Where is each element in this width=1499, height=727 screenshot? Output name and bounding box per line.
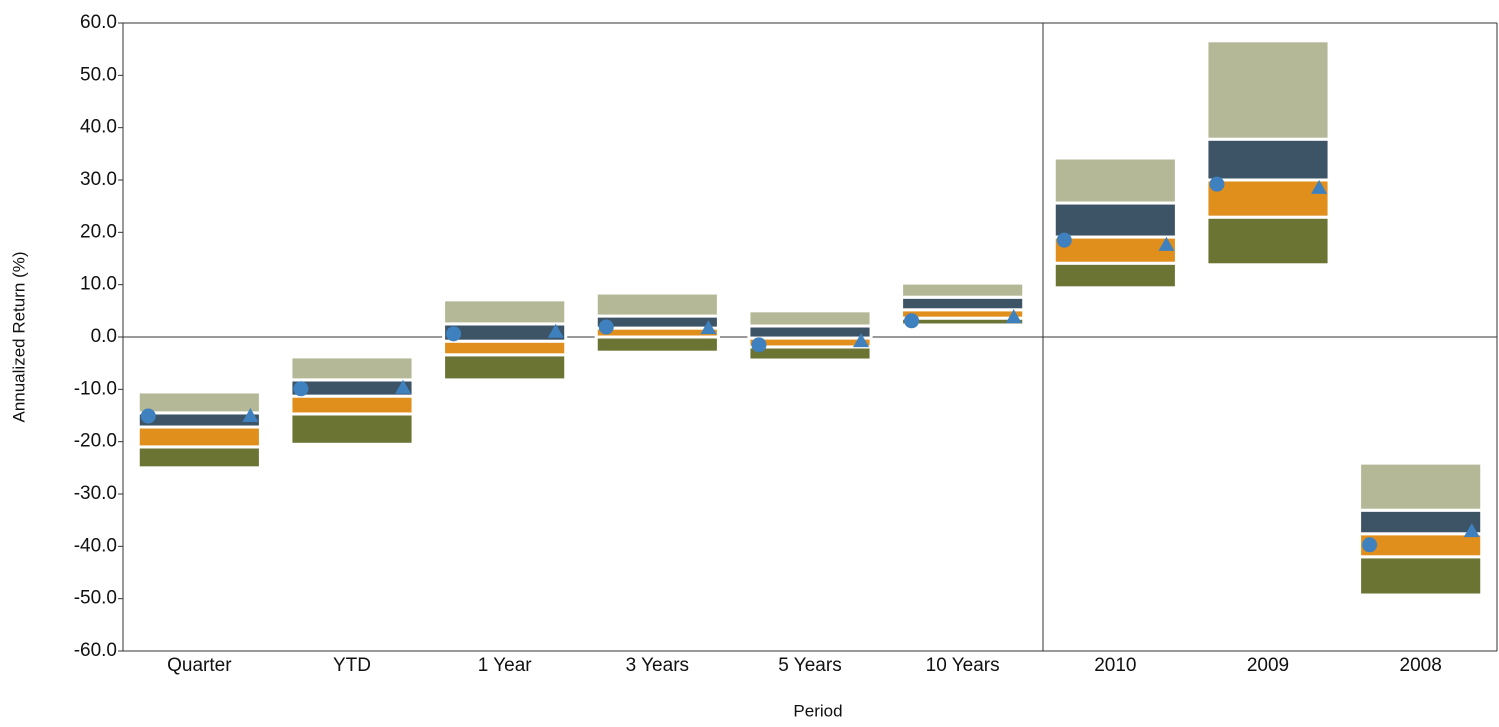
range-segment: [289, 394, 415, 416]
x-tick-label: 3 Years: [626, 655, 689, 676]
y-tick-label: 50.0: [80, 64, 117, 85]
y-tick-label: -60.0: [74, 640, 117, 661]
y-axis-title: Annualized Return (%): [9, 251, 28, 422]
y-tick-label: 60.0: [80, 12, 117, 33]
marker-circle: [293, 381, 309, 397]
range-segment: [594, 291, 720, 318]
range-segment: [747, 345, 873, 362]
marker-triangle: [700, 320, 717, 335]
x-tick-label: YTD: [333, 655, 371, 676]
x-tick-label: 2008: [1400, 655, 1442, 676]
y-tick-label: -30.0: [74, 483, 117, 504]
x-tick-label: 10 Years: [926, 655, 1000, 676]
y-tick-label: 20.0: [80, 221, 117, 242]
marker-circle: [140, 408, 156, 424]
y-tick-label: 40.0: [80, 117, 117, 138]
y-tick-label: -40.0: [74, 535, 117, 556]
marker-circle: [1056, 232, 1072, 248]
marker-circle: [1209, 176, 1225, 192]
y-tick-label: 10.0: [80, 274, 117, 295]
range-segment: [1358, 532, 1484, 559]
range-segment: [442, 322, 568, 343]
range-segment: [1052, 235, 1178, 265]
marker-circle: [598, 319, 614, 335]
range-segment: [1052, 201, 1178, 239]
marker-triangle: [1158, 236, 1175, 251]
marker-circle: [904, 313, 920, 329]
range-segment: [136, 411, 262, 429]
range-segment: [1358, 555, 1484, 597]
range-segment: [442, 353, 568, 382]
range-segment: [594, 335, 720, 354]
x-tick-label: 1 Year: [478, 655, 533, 676]
marker-triangle: [547, 323, 564, 338]
x-tick-label: 2009: [1247, 655, 1289, 676]
marker-triangle: [242, 408, 259, 423]
range-segment: [289, 355, 415, 382]
range-segment: [900, 295, 1026, 312]
marker-triangle: [395, 379, 412, 394]
range-segment: [289, 412, 415, 446]
range-segment: [747, 324, 873, 340]
range-segment: [136, 425, 262, 449]
range-segment: [1205, 137, 1331, 182]
y-tick-label: -20.0: [74, 431, 117, 452]
x-axis-title: Period: [793, 701, 842, 720]
x-tick-label: 2010: [1094, 655, 1136, 676]
range-segment: [136, 445, 262, 470]
marker-triangle: [1463, 523, 1480, 538]
marker-circle: [1362, 537, 1378, 553]
marker-triangle: [1005, 309, 1022, 324]
marker-triangle: [853, 333, 870, 348]
marker-circle: [446, 326, 462, 342]
range-segment: [1358, 461, 1484, 512]
marker-triangle: [1311, 179, 1328, 194]
range-segment: [442, 339, 568, 357]
range-segment: [1205, 178, 1331, 219]
range-segment: [289, 378, 415, 398]
y-tick-label: -50.0: [74, 588, 117, 609]
y-tick-label: 30.0: [80, 169, 117, 190]
range-segment: [1052, 261, 1178, 290]
y-tick-label: 0.0: [91, 326, 117, 347]
x-tick-label: 5 Years: [778, 655, 841, 676]
x-tick-label: Quarter: [167, 655, 232, 676]
range-segment: [1358, 508, 1484, 536]
range-segment: [594, 314, 720, 330]
range-segment: [747, 309, 873, 328]
range-segment: [1205, 215, 1331, 267]
range-segment: [1052, 156, 1178, 205]
y-tick-label: -10.0: [74, 378, 117, 399]
range-segment: [900, 281, 1026, 299]
marker-circle: [751, 337, 767, 353]
range-segment: [136, 390, 262, 415]
range-segment: [442, 298, 568, 326]
range-segment: [1205, 39, 1331, 141]
